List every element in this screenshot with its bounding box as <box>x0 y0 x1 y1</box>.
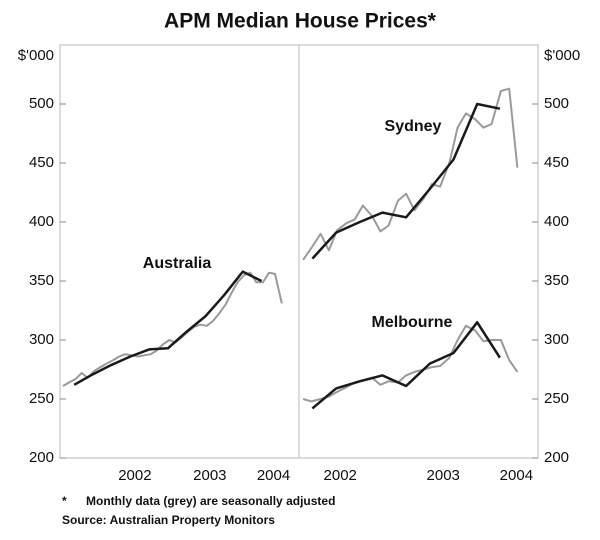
y-tick-label: 400 <box>29 213 54 230</box>
x-tick-label: 2004 <box>500 467 533 484</box>
y-tick-label: 300 <box>29 331 54 348</box>
monthly-line <box>62 271 283 387</box>
monthly-line <box>302 87 519 261</box>
y-tick-label: 300 <box>544 331 569 348</box>
x-tick-label: 2003 <box>193 467 226 484</box>
y-tick-label: 350 <box>544 272 569 289</box>
y-tick-label: 450 <box>29 154 54 171</box>
footnote-marker: * <box>62 494 67 508</box>
y-tick-label: 250 <box>544 390 569 407</box>
y-axis-unit: $'000 <box>544 47 580 64</box>
x-tick-label: 2003 <box>427 467 460 484</box>
chart-title: APM Median House Prices* <box>164 10 437 33</box>
quarterly-line <box>311 321 501 410</box>
y-tick-label: 400 <box>544 213 569 230</box>
y-tick-label: 200 <box>544 449 569 466</box>
series-label: Melbourne <box>372 314 453 331</box>
monthly-line <box>302 324 519 403</box>
series-label: Australia <box>143 255 212 272</box>
x-tick-label: 2002 <box>118 467 151 484</box>
series-label: Sydney <box>385 118 442 135</box>
y-tick-label: 350 <box>29 272 54 289</box>
y-tick-label: 200 <box>29 449 54 466</box>
quarterly-line <box>73 270 263 386</box>
y-tick-label: 500 <box>29 95 54 112</box>
source: Source: Australian Property Monitors <box>62 513 275 527</box>
x-tick-label: 2004 <box>257 467 290 484</box>
y-axis-unit: $'000 <box>18 47 54 64</box>
footnote: Monthly data (grey) are seasonally adjus… <box>86 494 335 508</box>
x-tick-label: 2002 <box>324 467 357 484</box>
y-tick-label: 450 <box>544 154 569 171</box>
quarterly-line <box>311 102 501 260</box>
y-tick-label: 250 <box>29 390 54 407</box>
y-tick-label: 500 <box>544 95 569 112</box>
